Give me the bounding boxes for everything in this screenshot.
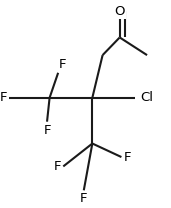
Text: Cl: Cl xyxy=(140,91,153,104)
Text: F: F xyxy=(59,58,67,71)
Text: F: F xyxy=(43,124,51,137)
Text: O: O xyxy=(114,5,125,18)
Text: F: F xyxy=(0,91,7,104)
Text: F: F xyxy=(124,151,131,163)
Text: F: F xyxy=(54,160,62,173)
Text: F: F xyxy=(80,192,88,206)
